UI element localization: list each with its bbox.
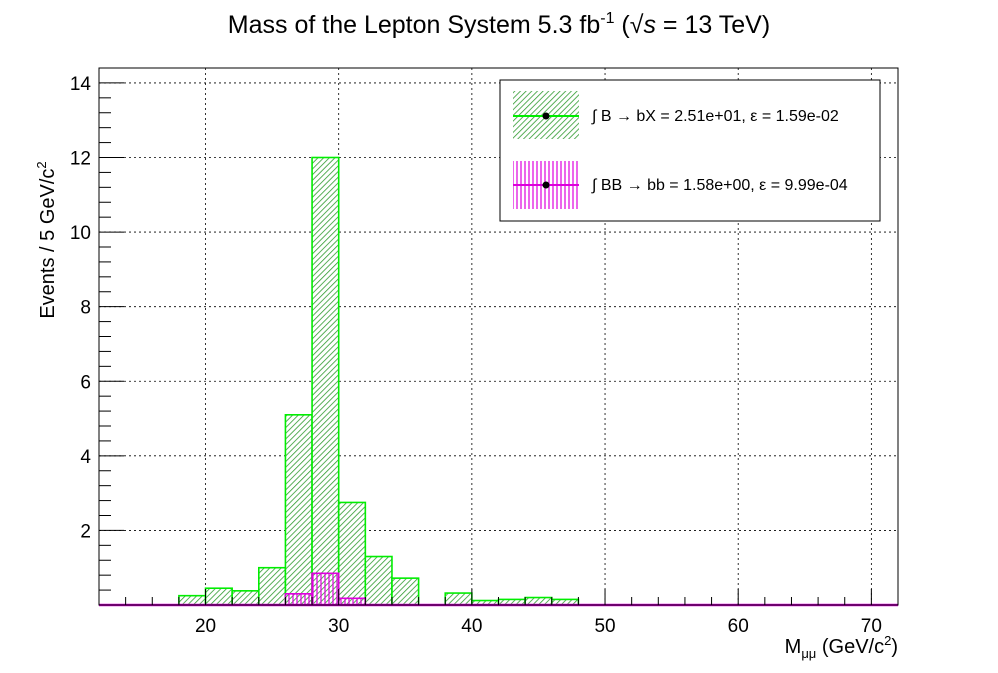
histogram-bar	[337, 501, 367, 606]
legend-entry-bb-to-bb: ∫ BB → bb = 1.58e+00, ε = 9.99e-04	[513, 161, 848, 209]
histogram-bar	[444, 592, 473, 606]
x-tick-label: 20	[195, 616, 216, 637]
y-tick-label: 6	[80, 372, 91, 393]
x-tick-label: 70	[861, 616, 882, 637]
histogram-bar	[257, 566, 287, 606]
y-tick-label: 14	[70, 74, 92, 95]
legend-label-bb-to-bb: ∫ BB → bb = 1.58e+00, ε = 9.99e-04	[591, 177, 848, 194]
y-tick-label: 10	[70, 223, 91, 244]
legend-marker-bb-to-bb	[542, 181, 550, 189]
histogram-bar	[364, 555, 393, 606]
x-tick-label: 50	[594, 616, 615, 637]
histogram-bar	[204, 587, 233, 606]
histogram-bars	[99, 156, 898, 607]
histogram-bar	[311, 156, 340, 606]
histogram-bar	[391, 577, 420, 606]
legend-entry-b-to-bx: ∫ B → bX = 2.51e+01, ε = 1.59e-02	[513, 91, 839, 139]
y-tick-label: 2	[80, 521, 91, 542]
x-axis-label: Mμμ (GeV/c2)	[785, 633, 898, 661]
tick-labels: 20 30 40 50 60 70 2 4 6 8 10 12 14	[70, 74, 882, 637]
legend-label-b-to-bx: ∫ B → bX = 2.51e+01, ε = 1.59e-02	[591, 108, 839, 125]
histogram-bar	[284, 414, 313, 606]
axes	[98, 67, 899, 606]
y-tick-label: 8	[80, 298, 91, 319]
x-tick-label: 30	[328, 616, 349, 637]
y-tick-label: 12	[70, 149, 91, 170]
x-tick-label: 60	[728, 616, 749, 637]
chart-title: Mass of the Lepton System 5.3 fb-1 (√s =…	[228, 10, 770, 39]
histogram-bar	[284, 593, 313, 606]
histogram-bar	[178, 594, 207, 606]
legend: ∫ B → bX = 2.51e+01, ε = 1.59e-02 ∫ BB →…	[499, 79, 881, 222]
x-tick-label: 40	[461, 616, 482, 637]
y-tick-label: 4	[80, 447, 91, 468]
y-axis-label: Events / 5 GeV/c2	[34, 161, 59, 318]
histogram-bar	[231, 590, 260, 606]
legend-marker-b-to-bx	[542, 112, 550, 120]
histogram-bar	[311, 572, 340, 606]
